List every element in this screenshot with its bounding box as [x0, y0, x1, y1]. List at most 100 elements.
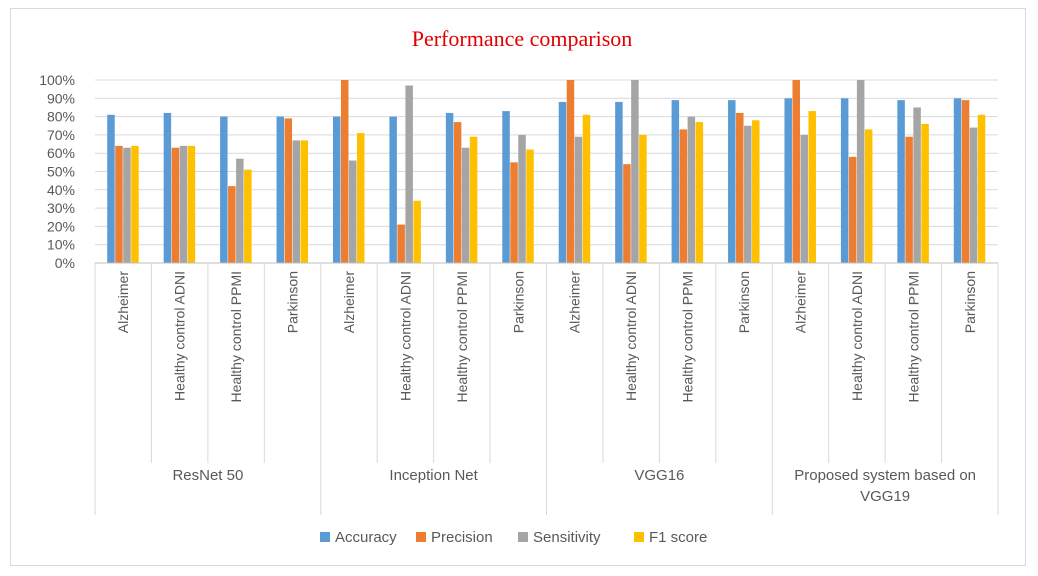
bar-f1-score [526, 149, 534, 263]
y-tick-label: 40% [47, 182, 75, 198]
y-tick-label: 60% [47, 145, 75, 161]
x-tick-label: Healthy control PPMI [905, 271, 921, 403]
y-tick-label: 0% [55, 255, 75, 271]
bar-sensitivity [969, 127, 978, 263]
bar-precision [679, 129, 688, 263]
group-label: Inception Net [389, 467, 478, 484]
x-tick-label: Alzheimer [115, 271, 131, 334]
x-tick-label: Healthy control PPMI [680, 271, 696, 403]
bar-f1-score [752, 120, 760, 263]
bar-accuracy [897, 100, 905, 263]
y-tick-label: 50% [47, 164, 75, 180]
chart-title: Performance comparison [412, 26, 633, 51]
bar-sensitivity [631, 80, 639, 263]
bar-f1-score [639, 134, 647, 263]
chart-frame [10, 8, 1026, 566]
y-axis-ticks: 0% 10% 20% 30% 40% 50% 60% 70% 80% 90% 100% [39, 72, 75, 271]
bar-sensitivity [913, 107, 921, 263]
bar-accuracy [615, 101, 623, 264]
legend-label: Sensitivity [533, 529, 601, 546]
legend-item-sensitivity: Sensitivity [518, 529, 601, 546]
bar-precision [510, 162, 518, 263]
bar-f1-score [244, 169, 252, 263]
bar-accuracy [220, 116, 228, 263]
group-label: Proposed system based on VGG19 [794, 467, 976, 505]
bar-accuracy [163, 112, 172, 263]
legend-item-f1-score: F1 score [634, 529, 707, 546]
bar-f1-score [808, 111, 816, 263]
y-tick-label: 10% [47, 237, 75, 253]
bar-f1-score [469, 136, 478, 263]
bar-f1-score [300, 140, 309, 263]
bar-accuracy [840, 98, 849, 263]
bar-precision [905, 136, 913, 263]
bar-f1-score [413, 200, 421, 263]
legend-label: Precision [431, 529, 493, 546]
legend-label: Accuracy [335, 529, 397, 546]
bar-accuracy [728, 100, 736, 263]
bar-f1-score [864, 129, 873, 263]
x-tick-label: Parkinson [510, 271, 526, 333]
bar-f1-score [131, 145, 139, 263]
bar-f1-score [695, 122, 704, 263]
legend-label: F1 score [649, 529, 707, 546]
bar-sensitivity [574, 136, 583, 263]
bar-accuracy [502, 111, 510, 263]
bar-sensitivity [179, 145, 188, 263]
bar-f1-score [921, 123, 929, 263]
x-axis: Alzheimer Healthy control ADNI Healthy con… [94, 262, 999, 515]
x-tick-label: Alzheimer [567, 271, 583, 334]
bar-f1-score [356, 133, 365, 263]
bar-accuracy [389, 116, 397, 263]
x-tick-label: Parkinson [962, 271, 978, 333]
bar-sensitivity [518, 134, 526, 263]
y-tick-label: 20% [47, 218, 75, 234]
bars [107, 80, 986, 264]
x-tick-label: Healthy control PPMI [228, 271, 244, 403]
bar-accuracy [107, 114, 115, 264]
bar-sensitivity [687, 116, 696, 263]
group-label: ResNet 50 [172, 467, 243, 484]
x-tick-label: Healthy control ADNI [849, 271, 865, 401]
bar-sensitivity [744, 125, 752, 263]
bar-precision [397, 224, 405, 263]
x-tick-label: Alzheimer [792, 271, 808, 334]
bar-sensitivity [856, 80, 865, 263]
bar-accuracy [953, 98, 962, 263]
x-tick-label: Healthy control PPMI [454, 271, 470, 403]
bar-precision [623, 164, 631, 263]
bar-precision [848, 156, 857, 263]
legend-swatch [416, 532, 426, 542]
bar-accuracy [445, 112, 454, 263]
y-tick-label: 80% [47, 109, 75, 125]
bar-f1-score [582, 114, 591, 264]
bar-sensitivity [348, 160, 357, 263]
bar-f1-score [187, 145, 196, 263]
y-tick-label: 30% [47, 200, 75, 216]
legend-item-precision: Precision [416, 529, 493, 546]
bar-precision [792, 80, 800, 263]
y-tick-label: 70% [47, 127, 75, 143]
bar-precision [340, 80, 349, 263]
x-tick-label: Parkinson [736, 271, 752, 333]
x-tick-label: Healthy control ADNI [397, 271, 413, 401]
bar-precision [115, 145, 123, 263]
bar-precision [961, 100, 970, 263]
legend-item-accuracy: Accuracy [320, 529, 397, 546]
bar-precision [228, 186, 236, 263]
x-tick-label: Healthy control ADNI [623, 271, 639, 401]
bar-precision [566, 80, 575, 263]
y-tick-label: 90% [47, 90, 75, 106]
x-tick-label: Parkinson [285, 271, 301, 333]
bar-accuracy [276, 116, 285, 263]
bar-accuracy [332, 116, 341, 263]
bar-precision [171, 147, 180, 263]
bar-sensitivity [292, 140, 301, 263]
bar-sensitivity [123, 147, 131, 263]
group-label: VGG16 [634, 467, 684, 484]
x-tick-label: Healthy control ADNI [172, 271, 188, 401]
bar-sensitivity [461, 147, 470, 263]
bar-precision [736, 112, 744, 263]
legend-swatch [320, 532, 330, 542]
